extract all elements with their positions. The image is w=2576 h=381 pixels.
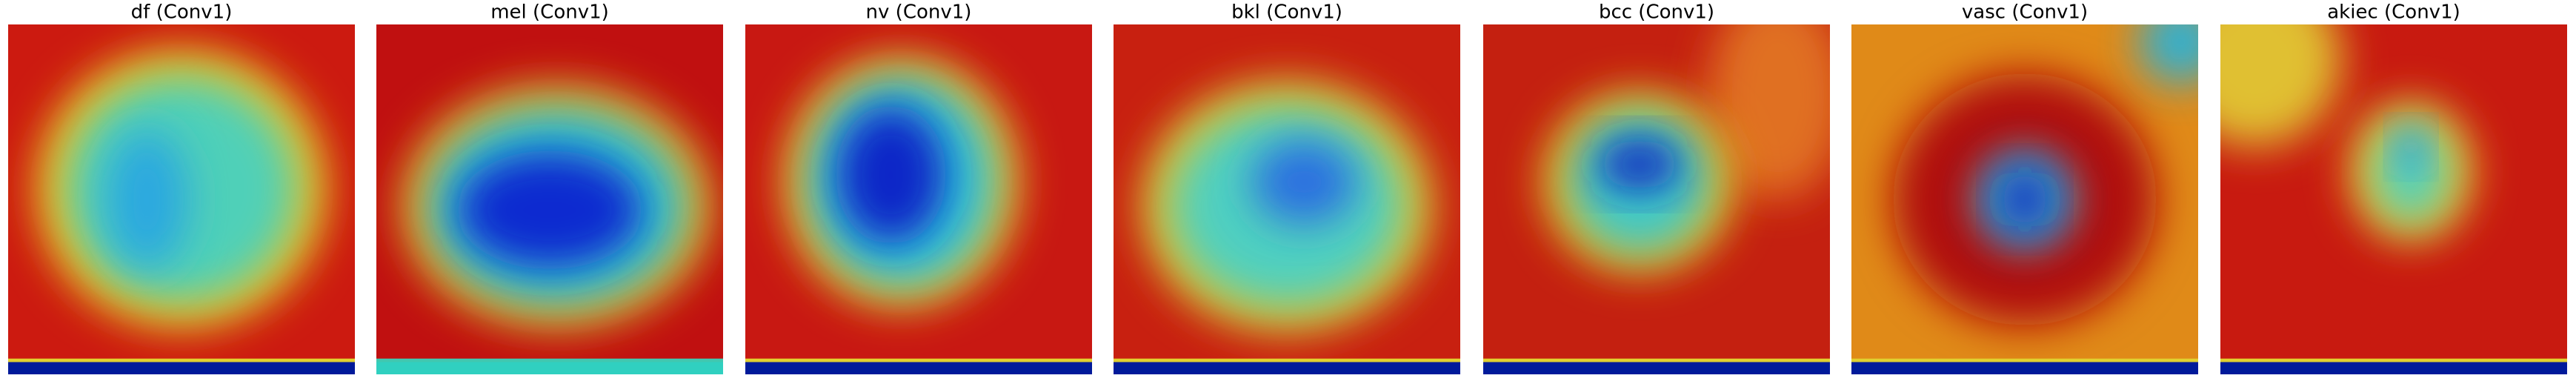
panel-title: mel (Conv1): [490, 1, 609, 24]
panel-title: bcc (Conv1): [1599, 1, 1714, 24]
heatmap: [1114, 24, 1460, 374]
heatmap-blob: [105, 129, 189, 270]
heatmap-blob: [2000, 171, 2049, 228]
heatmap-blob: [2376, 122, 2446, 221]
bottom-edge: [1114, 358, 1460, 362]
heatmap-blob: [1708, 24, 1830, 199]
panel-title: bkl (Conv1): [1231, 1, 1342, 24]
bottom-edge: [1851, 358, 2198, 362]
heatmap: [8, 24, 355, 374]
panel-title: nv (Conv1): [866, 1, 972, 24]
bottom-edge: [376, 358, 723, 362]
bottom-strip: [376, 362, 723, 374]
heatmap: [376, 24, 723, 374]
bottom-strip: [1114, 362, 1460, 374]
heatmap-blob: [456, 150, 644, 270]
bottom-edge: [2220, 358, 2567, 362]
heatmap-blob: [1252, 139, 1357, 225]
heatmap-blob: [2139, 24, 2198, 85]
bottom-strip: [2220, 362, 2567, 374]
bottom-edge: [1483, 358, 1830, 362]
heatmap-blob: [835, 105, 947, 245]
bottom-strip: [745, 362, 1092, 374]
panel-title: akiec (Conv1): [2327, 1, 2460, 24]
bottom-edge: [745, 358, 1092, 362]
panel-title: vasc (Conv1): [1962, 1, 2088, 24]
heatmap: [2220, 24, 2567, 374]
heatmap-blob: [1597, 139, 1681, 189]
bottom-strip: [1851, 362, 2198, 374]
heatmap-blob: [2397, 129, 2426, 165]
bottom-strip: [8, 362, 355, 374]
bottom-strip: [1483, 362, 1830, 374]
heatmap: [1851, 24, 2198, 374]
heatmap: [1483, 24, 1830, 374]
heatmap: [745, 24, 1092, 374]
bottom-edge: [8, 358, 355, 362]
panel-title: df (Conv1): [131, 1, 233, 24]
heatmap-blob: [2220, 24, 2342, 148]
